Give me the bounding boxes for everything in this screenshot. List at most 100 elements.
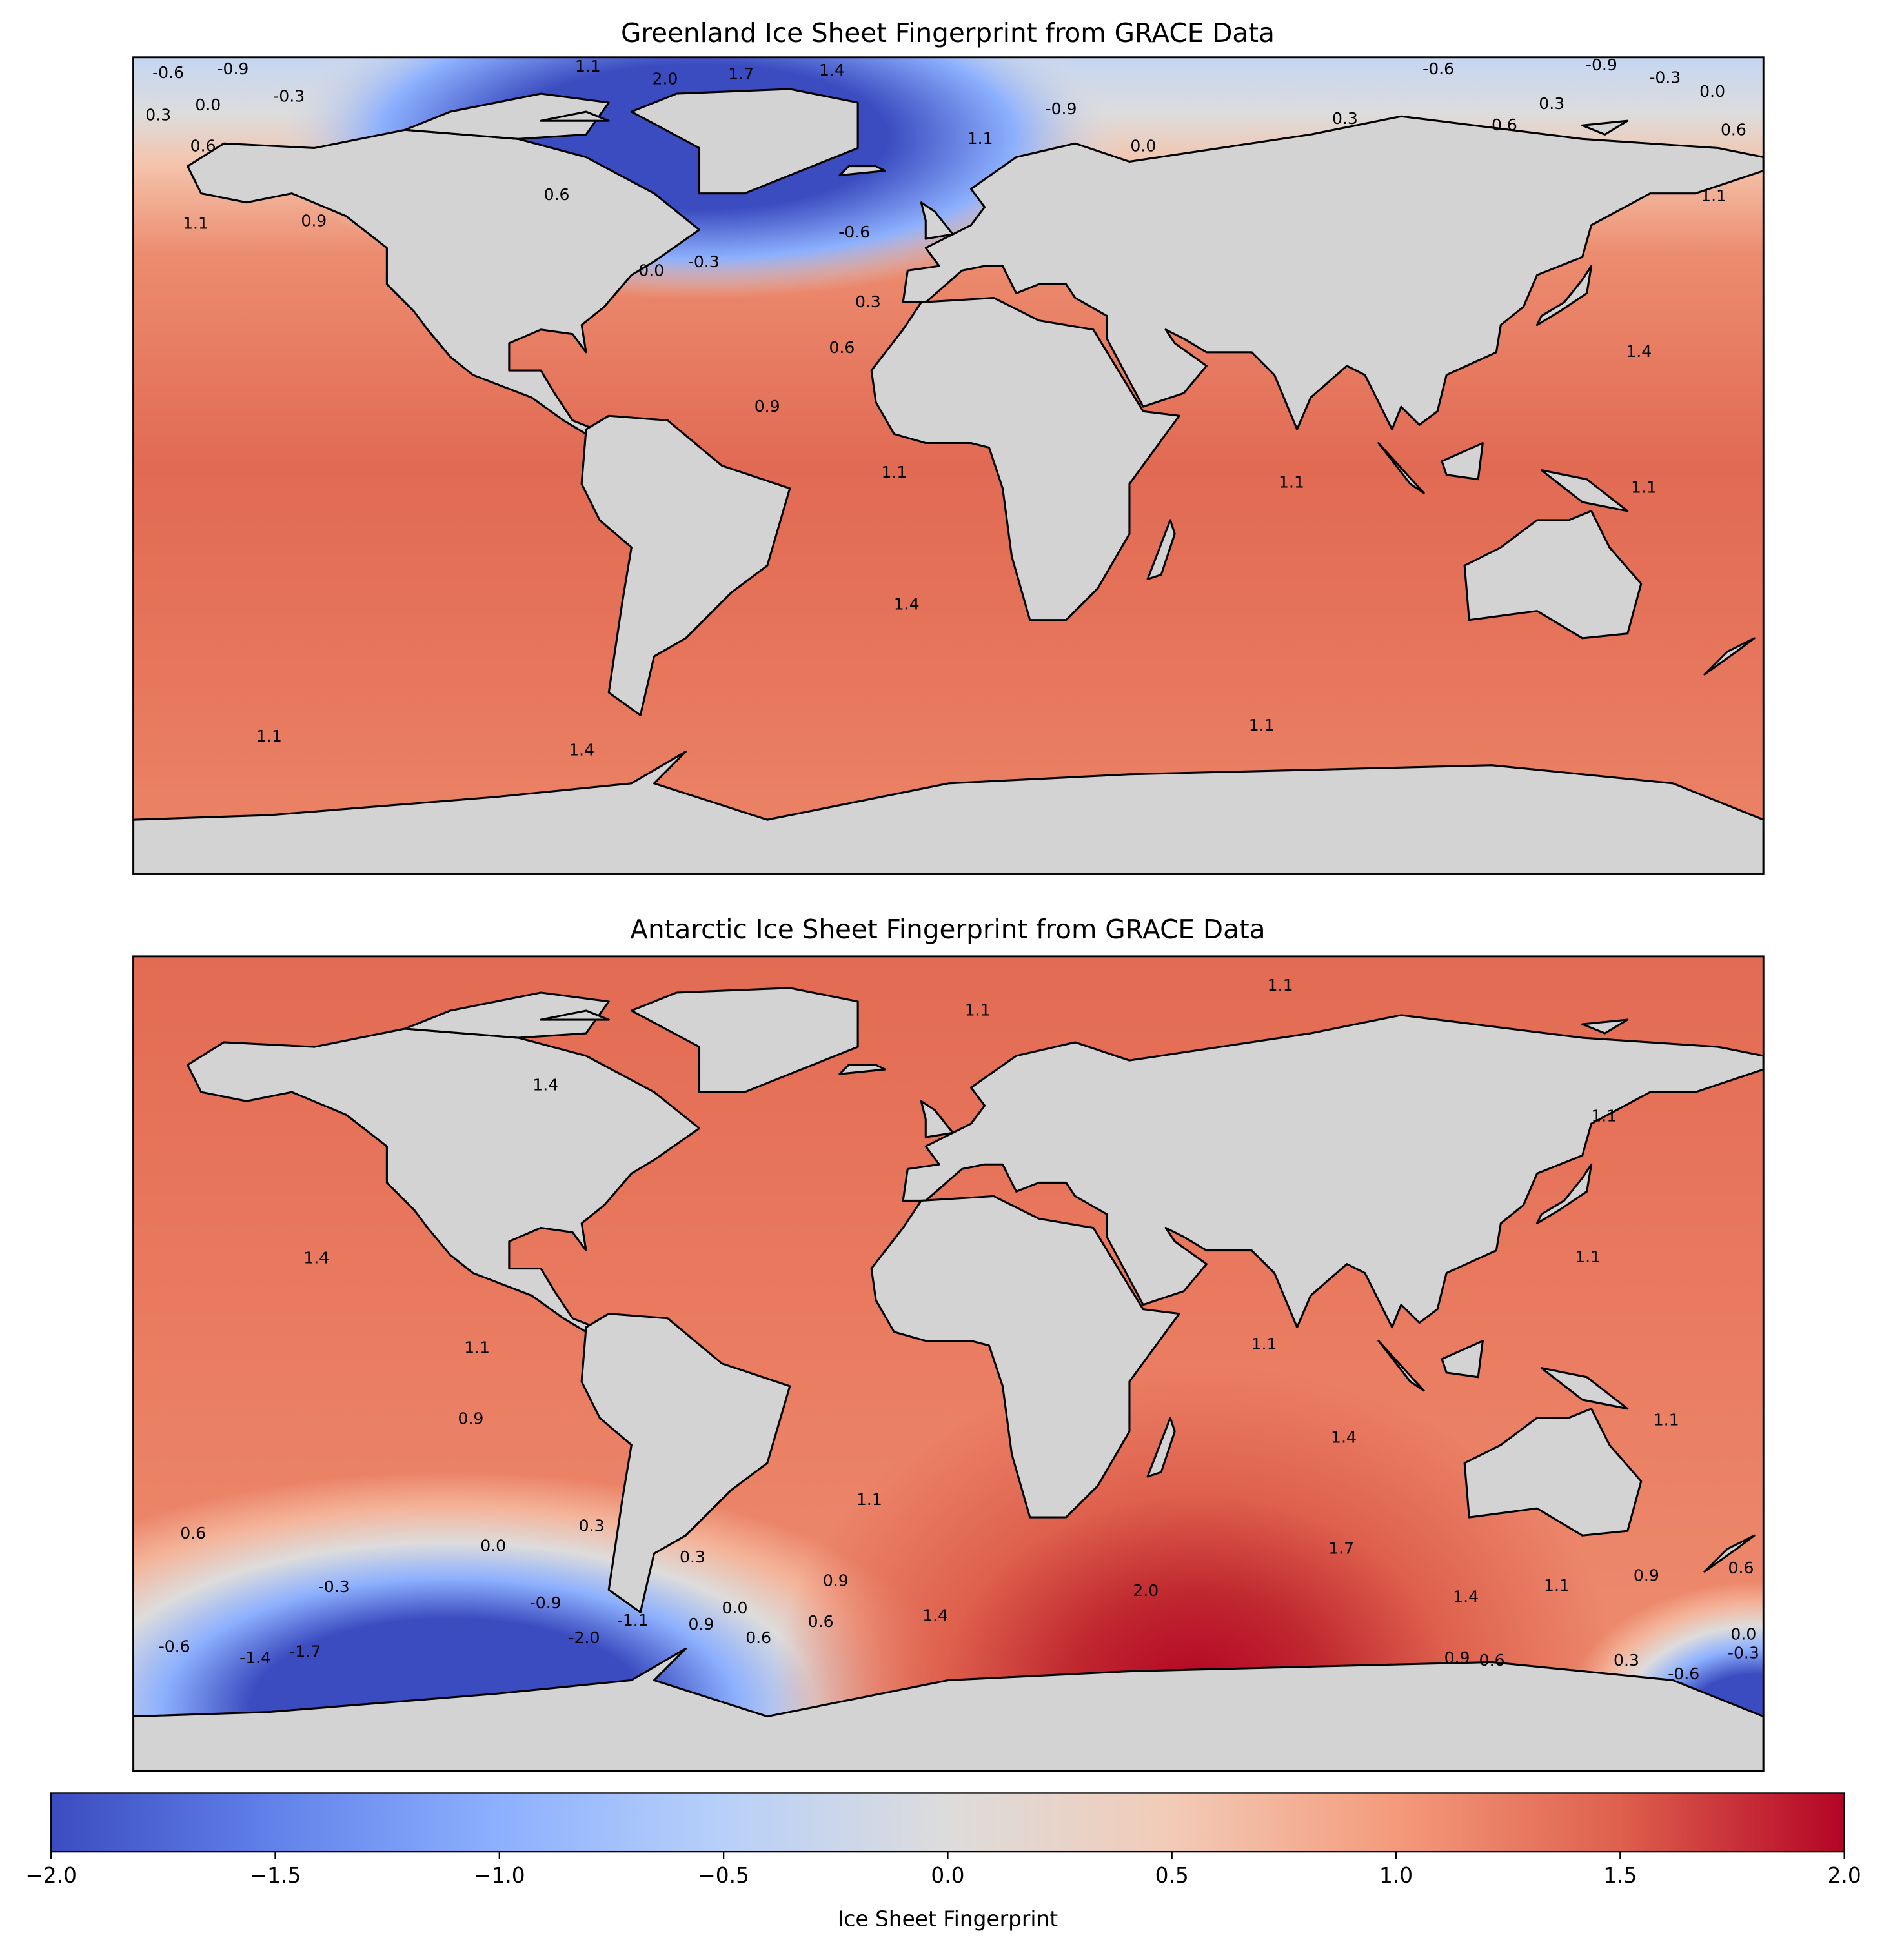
map-panel: 1.11.11.41.41.10.90.6 0.30.0-0.3-0.9-1.1-… bbox=[133, 956, 1764, 1771]
contour-label: 0.9 bbox=[688, 1615, 714, 1633]
contour-label: -0.9 bbox=[1046, 99, 1077, 118]
contour-label: 0.9 bbox=[823, 1571, 849, 1590]
land bbox=[1146, 519, 1176, 580]
contour-label: 1.4 bbox=[922, 1606, 948, 1624]
contour-label: -1.7 bbox=[289, 1642, 321, 1661]
contour-label: 0.6 bbox=[1728, 1559, 1754, 1577]
land bbox=[630, 88, 859, 195]
land bbox=[1535, 265, 1593, 327]
land bbox=[1441, 1340, 1484, 1379]
contour-label: 1.4 bbox=[819, 61, 845, 79]
colorbar bbox=[50, 1792, 1845, 1853]
x-tick-label: 0.0 bbox=[931, 1863, 964, 1888]
land bbox=[1146, 1417, 1176, 1478]
contour-label: 1.4 bbox=[303, 1249, 329, 1268]
land bbox=[1581, 119, 1629, 136]
contour-label: 1.7 bbox=[1328, 1539, 1354, 1557]
contour-label: 0.6 bbox=[808, 1612, 834, 1631]
land bbox=[133, 1647, 1764, 1771]
contour-label: 0.6 bbox=[180, 1524, 206, 1542]
land bbox=[404, 991, 610, 1039]
land bbox=[838, 165, 886, 177]
contour-label: 1.1 bbox=[183, 214, 208, 232]
contour-label: 0.0 bbox=[480, 1536, 506, 1555]
field bbox=[133, 1471, 973, 1771]
contour-label: -0.3 bbox=[1728, 1643, 1759, 1662]
land bbox=[540, 110, 610, 122]
land bbox=[1540, 469, 1629, 512]
contour-label: -0.6 bbox=[159, 1637, 190, 1656]
land bbox=[540, 1009, 610, 1021]
contour-label: -0.9 bbox=[530, 1593, 562, 1612]
contour-label: -0.3 bbox=[1649, 68, 1681, 87]
land bbox=[1540, 1367, 1629, 1410]
x-tick-label: 1.0 bbox=[1379, 1863, 1413, 1888]
x-tick-label: −1.0 bbox=[474, 1863, 525, 1888]
contour-label: 1.4 bbox=[894, 595, 920, 614]
chart-title: Greenland Ice Sheet Fingerprint from GRA… bbox=[621, 17, 1275, 48]
x-tick-label: 2.0 bbox=[1828, 1863, 1861, 1888]
contour-label: 1.4 bbox=[1453, 1588, 1479, 1606]
land bbox=[133, 751, 1764, 874]
contour-label: 1.1 bbox=[1631, 478, 1657, 496]
land bbox=[1703, 1534, 1756, 1573]
land bbox=[404, 92, 610, 140]
land bbox=[187, 128, 701, 435]
contour-label: 0.3 bbox=[855, 292, 881, 311]
contour-label: 0.0 bbox=[1730, 1624, 1756, 1643]
contour-label: 0.9 bbox=[1444, 1648, 1470, 1667]
map-panel: -0.6 -0.9 1.1 2.0 1.7 1.4 -0.3 0.3 0.0 0.6 0.6 1.1 0… bbox=[133, 57, 1764, 874]
contour-label: 0.3 bbox=[579, 1517, 605, 1535]
x-tick-label: 0.5 bbox=[1155, 1863, 1189, 1888]
contour-label: 0.6 bbox=[190, 137, 216, 156]
land bbox=[1377, 441, 1425, 494]
contour-label: -0.6 bbox=[152, 63, 184, 82]
contour-label: 2.0 bbox=[652, 69, 678, 88]
contour-label: 1.1 bbox=[1544, 1576, 1570, 1595]
contour-label: -0.9 bbox=[217, 59, 248, 78]
contour-label: 1.1 bbox=[1279, 473, 1304, 492]
contour-label: -0.6 bbox=[1422, 59, 1454, 78]
contour-label: 0.0 bbox=[195, 96, 221, 114]
x-tick-label: −2.0 bbox=[25, 1863, 77, 1888]
land bbox=[870, 1195, 1180, 1519]
contour-label: 1.1 bbox=[1654, 1411, 1679, 1430]
colorbar-label: Ice Sheet Fingerprint bbox=[838, 1907, 1058, 1932]
map-frame bbox=[132, 56, 1765, 875]
contour-label: 0.9 bbox=[301, 211, 327, 230]
land bbox=[870, 296, 1180, 621]
contour-label: 0.0 bbox=[722, 1599, 748, 1617]
contour-label: 0.3 bbox=[1332, 109, 1358, 128]
contour-label: 0.3 bbox=[1539, 94, 1564, 113]
land bbox=[1535, 1163, 1593, 1225]
contour-label: -0.6 bbox=[1668, 1664, 1699, 1683]
map-frame bbox=[132, 955, 1765, 1772]
contour-label: -0.3 bbox=[273, 86, 305, 105]
contour-label: -0.3 bbox=[688, 252, 720, 271]
land bbox=[580, 1313, 791, 1613]
contour-label: -1.1 bbox=[617, 1611, 649, 1630]
contour-label: 0.6 bbox=[544, 185, 570, 204]
land bbox=[1377, 1340, 1425, 1392]
land bbox=[1463, 510, 1643, 640]
contour-label: 0.0 bbox=[1699, 82, 1725, 101]
contour-label: 1.1 bbox=[882, 463, 907, 481]
contour-label: 0.3 bbox=[680, 1548, 705, 1566]
contour-label: 0.6 bbox=[1492, 116, 1517, 134]
land bbox=[1441, 441, 1484, 481]
land bbox=[1703, 637, 1756, 676]
contour-label: 1.1 bbox=[1701, 187, 1726, 205]
contour-label: 1.4 bbox=[569, 740, 594, 759]
land bbox=[580, 414, 791, 716]
contour-label: 1.1 bbox=[575, 57, 601, 76]
contour-label: 1.4 bbox=[532, 1076, 558, 1095]
contour-label: 1.1 bbox=[1268, 976, 1293, 995]
land bbox=[902, 1014, 1764, 1329]
contour-label: -2.0 bbox=[569, 1628, 600, 1647]
land bbox=[1463, 1408, 1643, 1537]
contour-label: 0.0 bbox=[1130, 137, 1156, 156]
contour-label: 1.1 bbox=[967, 129, 993, 148]
contour-label: 1.1 bbox=[1249, 716, 1275, 734]
land bbox=[920, 201, 954, 240]
